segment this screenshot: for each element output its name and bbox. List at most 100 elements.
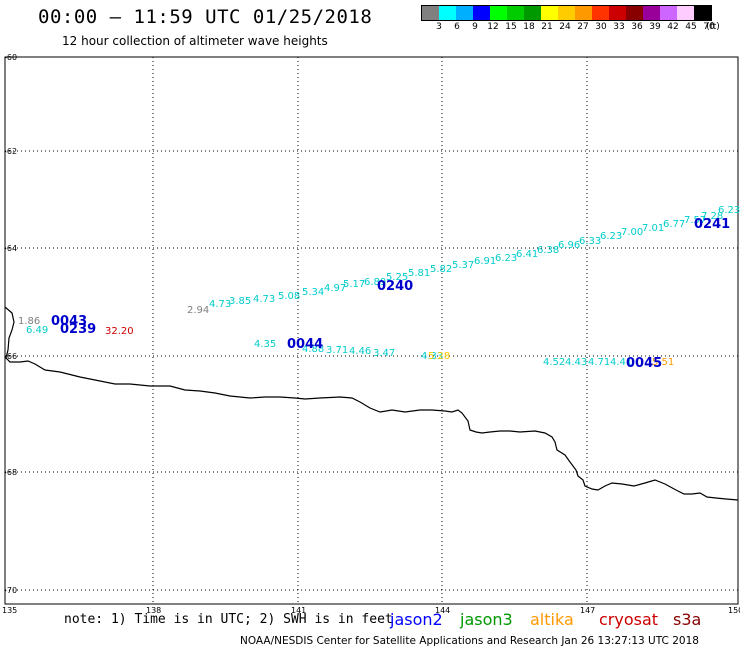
legend-label: 27 [577,22,589,32]
satellite-altika: altika [530,610,574,629]
satellite-pass-labels: 1.866.49 32.202.944.733.85 4.73 5.08 5.34 4.9… [18,205,740,371]
wave-height-value: 5.51 [652,357,674,368]
legend-swatch [541,6,558,20]
legend-label: 12 [487,22,499,32]
wave-height-value: 3.71 [326,345,348,356]
credit-line: NOAA/NESDIS Center for Satellite Applica… [240,635,699,647]
legend-swatch [694,6,711,20]
wave-height-value: 4.41 [610,357,632,368]
wave-height-value: 32.20 [105,326,134,337]
legend-label: 33 [613,22,625,32]
legend-label: 39 [649,22,661,32]
latitude-label: -68 [4,468,17,477]
legend-label: 21 [541,22,553,32]
wave-height-value: 6.33 [579,236,601,247]
legend-swatch [592,6,609,20]
wave-height-value: 5.17 [343,279,365,290]
legend-swatch [439,6,456,20]
legend-swatch [490,6,507,20]
legend-swatches [421,5,712,21]
legend-swatch [677,6,694,20]
satellite-cryosat: cryosat [599,610,659,629]
legend-swatch [660,6,677,20]
pass-id-label: 0239 [60,322,96,337]
wave-height-value: 3.47 [373,348,395,359]
legend-label: 70 [703,22,715,32]
legend-swatch [507,6,524,20]
legend-swatch [575,6,592,20]
satellite-jason3: jason3 [460,610,513,629]
longitude-label: 144 [435,606,450,615]
wave-height-value: 6.23 [495,253,517,264]
map-title: 00:00 – 11:59 UTC 01/25/2018 [38,6,373,28]
wave-height-value: 7.57 [684,215,706,226]
wave-height-value: 3.85 [229,296,251,307]
legend-labels: 3 6 9 12 15 18 21 24 27 30 33 36 39 42 45 70 (ft) [421,21,720,33]
wave-height-value: 4.73 [253,294,275,305]
wave-height-value: 6.96 [558,240,580,251]
wave-height-value: 5.08 [278,291,300,302]
pass-id-label: 0043 [51,314,87,329]
latitude-label: -60 [4,53,17,62]
lat-lon-gridlines: -60 -62 -64 -66 -68 -70 135 138 141 144 147 150 [2,53,740,615]
wave-height-value: 6.38 [537,245,559,256]
legend-label: 18 [523,22,535,32]
footer-note: note: 1) Time is in UTC; 2) SWH is in fe… [64,612,393,627]
wave-height-value: 7.01 [642,223,664,234]
wave-height-value: 5.28 [428,351,450,362]
wave-height-value: 4.33 [421,351,443,362]
legend-label: 9 [472,22,478,32]
map-frame [4,56,739,605]
latitude-label: -62 [4,147,17,156]
wave-height-value: 6.77 [663,219,685,230]
legend-swatch [643,6,660,20]
longitude-label: 150 [728,606,740,615]
legend-swatch [473,6,490,20]
latitude-label: -64 [4,244,17,253]
pass-id-label: 0241 [694,217,730,232]
map-subtitle: 12 hour collection of altimeter wave hei… [62,34,328,48]
wave-height-value: 6.23 [600,231,622,242]
wave-height-value: 7.28 [701,211,723,222]
pass-id-label: 0240 [377,279,413,294]
wave-height-value: 6.41 [516,249,538,260]
wave-height-value: 5.25 [386,272,408,283]
wave-height-value: 4.52 [543,357,565,368]
pass-id-label: 0044 [287,337,323,352]
wave-height-value: 4.43 [565,357,587,368]
legend-swatch [524,6,541,20]
wave-height-value: 6.49 [26,325,48,336]
coastline [4,306,739,501]
wave-height-value: 6.23 [718,205,740,216]
legend-label: 36 [631,22,643,32]
legend-swatch [456,6,473,20]
wave-height-value: 5.37 [452,260,474,271]
longitude-label: 147 [580,606,595,615]
wave-height-value: 5.34 [302,287,324,298]
wave-height-value: 4.46 [349,346,371,357]
wave-height-value: 4.73 [209,299,231,310]
wave-height-value: 7.00 [621,227,643,238]
legend-label: 42 [667,22,679,32]
legend-swatch [422,6,439,20]
wave-height-value: 5.82 [430,264,452,275]
wave-height-value: 4.71 [588,357,610,368]
legend-swatch [626,6,643,20]
longitude-label: 138 [146,606,161,615]
satellite-jason2: jason2 [390,610,443,629]
longitude-label: 141 [291,606,306,615]
wave-height-value: 4.88 [302,344,324,355]
wave-height-value: 5.81 [408,268,430,279]
legend-swatch [609,6,626,20]
legend-label: 6 [454,22,460,32]
wave-height-value: 6.91 [474,256,496,267]
legend-label: 24 [559,22,571,32]
wave-height-value: 6.89 [364,277,386,288]
wave-height-value: 1.86 [18,316,40,327]
legend-label: 15 [505,22,517,32]
latitude-label: -70 [4,586,17,595]
pass-id-label: 0045 [626,356,662,371]
wave-height-value: 2.94 [187,305,209,316]
wave-height-color-legend: 3 6 9 12 15 18 21 24 27 30 33 36 39 42 45 70 (ft) [421,5,720,33]
